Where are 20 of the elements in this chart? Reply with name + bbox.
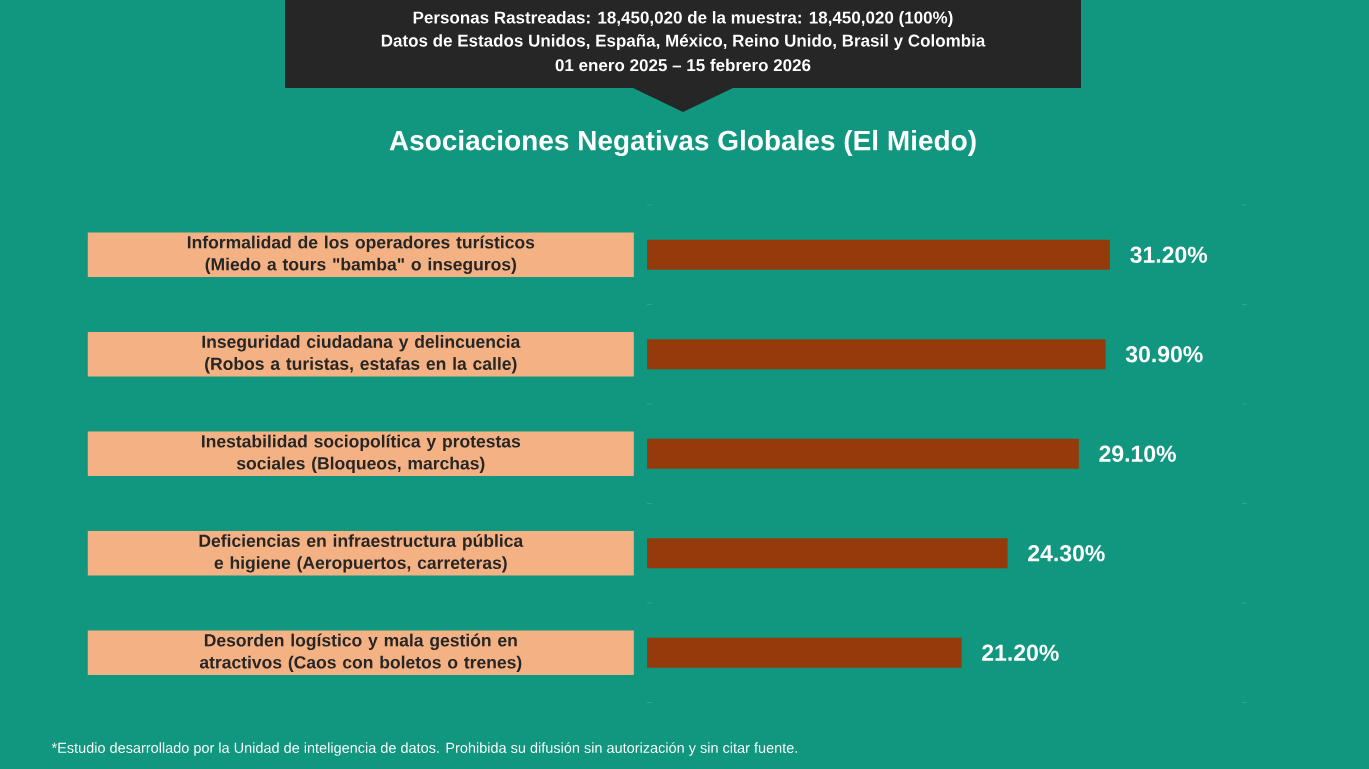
text: *Estudio desarrollado por la Unidad de inteligencia de datos. Prohibida su difusión sin autorización y sin citar fuente.: [51, 742, 797, 756]
bar: [647, 438, 1079, 469]
bar: [647, 538, 1008, 569]
text: 01 enero 2025 – 15 febrero 2026: [555, 58, 811, 72]
text: Datos de Estados Unidos, España, México, Reino Unido, Brasil y Colombia: [381, 33, 986, 50]
y-tick-label: Inestabilidad sociopolítica y protestas sociales (Bloqueos, marchas): [202, 434, 521, 473]
data-label: 29.10%: [1099, 445, 1176, 462]
bar: [647, 339, 1106, 370]
bar: [647, 637, 962, 668]
y-tick-label: Informalidad de los operadores turísticos (Miedo a tours "bamba" o inseguros): [187, 235, 535, 275]
data-label: 30.90%: [1125, 346, 1203, 363]
text: Personas Rastreadas: 18,450,020 de la muestra: 18,450,020 (100%): [413, 11, 953, 27]
chart-title: Asociaciones Negativas Globales (El Miedo): [389, 129, 976, 157]
data-label: 21.20%: [982, 644, 1059, 661]
y-tick-label: Deficiencias en infraestructura pública e higiene (Aeropuertos, carreteras): [199, 533, 524, 573]
y-tick-label: Desorden logístico y mala gestión en atractivos (Caos con boletos o trenes): [199, 633, 522, 672]
y-tick-label: Inseguridad ciudadana y delincuencia (Robos a turistas, estafas en la calle): [202, 335, 521, 374]
bar: [647, 239, 1111, 270]
data-label: 31.20%: [1130, 246, 1208, 263]
data-label: 24.30%: [1028, 545, 1105, 562]
